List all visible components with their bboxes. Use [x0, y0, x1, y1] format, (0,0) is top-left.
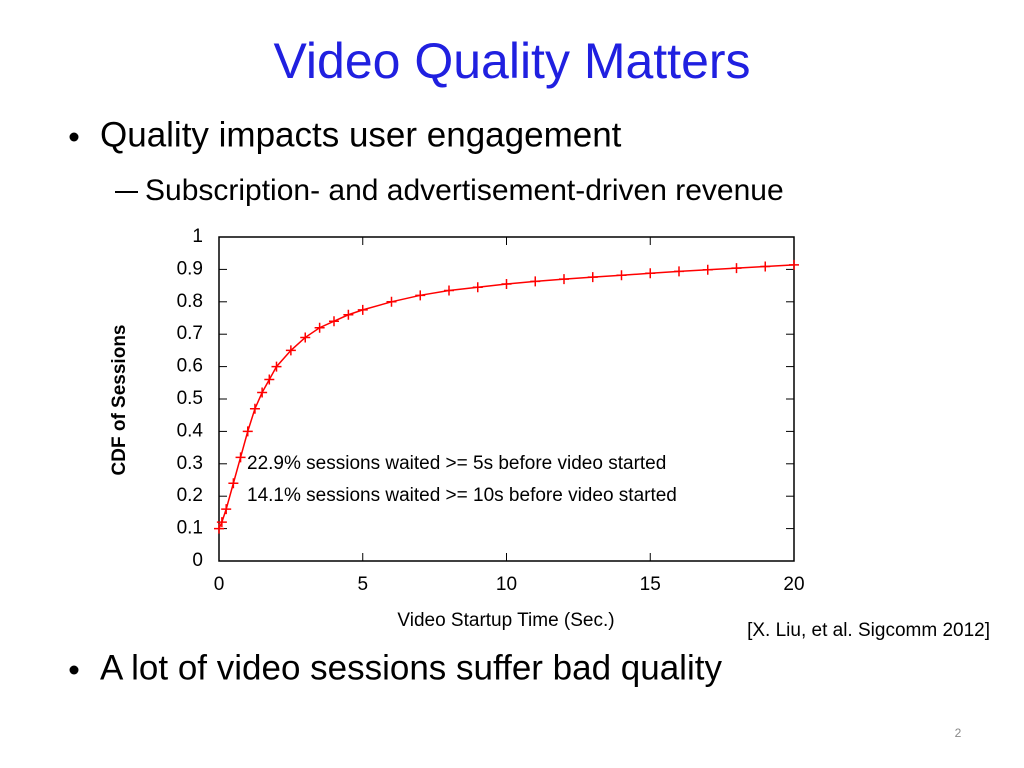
annotation: 22.9% sessions waited >= 5s before video…	[247, 453, 666, 474]
y-tick-label: 0.9	[177, 258, 203, 279]
data-marker	[329, 316, 339, 327]
data-marker	[257, 387, 268, 398]
slide-title: Video Quality Matters	[273, 33, 750, 89]
data-marker	[343, 309, 354, 320]
bullet-dot	[69, 665, 79, 675]
data-marker	[645, 268, 656, 279]
x-tick-label: 15	[640, 574, 661, 595]
data-marker	[242, 426, 253, 437]
y-tick-label: 0.3	[177, 453, 203, 474]
y-axis-label: CDF of Sessions	[109, 325, 130, 476]
data-marker	[501, 278, 512, 289]
y-tick-label: 0.6	[177, 356, 203, 377]
data-marker	[235, 452, 246, 463]
y-tick-label: 0.5	[177, 388, 203, 409]
y-tick-label: 0.7	[177, 323, 203, 344]
data-marker	[285, 345, 296, 356]
x-tick-label: 0	[214, 574, 225, 595]
y-tick-label: 1	[192, 226, 203, 247]
y-tick-label: 0	[192, 550, 203, 571]
bullet-text: Quality impacts user engagement	[100, 115, 622, 154]
x-axis-label: Video Startup Time (Sec.)	[397, 610, 614, 631]
data-marker	[559, 274, 569, 285]
data-marker	[216, 517, 227, 528]
data-marker	[444, 285, 454, 296]
data-marker	[314, 322, 325, 333]
x-tick-label: 5	[357, 574, 368, 595]
data-marker	[731, 263, 742, 274]
annotation: 14.1% sessions waited >= 10s before vide…	[247, 485, 677, 506]
bullet-text: A lot of video sessions suffer bad quali…	[100, 648, 722, 687]
citation: [X. Liu, et al. Sigcomm 2012]	[747, 620, 990, 641]
data-marker	[264, 374, 275, 385]
sub-bullet-text: Subscription- and advertisement-driven r…	[145, 174, 784, 207]
y-tick-label: 0.2	[177, 485, 203, 506]
page-number: 2	[955, 726, 962, 740]
data-marker	[789, 259, 799, 270]
x-tick-label: 10	[496, 574, 517, 595]
data-marker	[472, 282, 483, 293]
data-marker	[530, 276, 541, 287]
data-marker	[386, 296, 397, 307]
data-marker	[228, 478, 239, 489]
data-marker	[616, 270, 627, 281]
data-marker	[221, 504, 232, 515]
data-marker	[249, 403, 260, 414]
data-marker	[674, 266, 684, 277]
data-marker	[357, 304, 368, 315]
chart: Video Startup Time (Sec.) CDF of Session…	[109, 226, 805, 631]
data-marker	[760, 261, 771, 272]
data-marker	[702, 264, 713, 275]
y-tick-label: 0.1	[177, 518, 203, 539]
y-tick-label: 0.8	[177, 291, 203, 312]
data-marker	[587, 272, 598, 283]
data-marker	[415, 290, 426, 301]
data-marker	[214, 523, 224, 534]
bullet-dot	[69, 132, 79, 142]
x-tick-label: 20	[783, 574, 804, 595]
data-marker	[300, 332, 311, 343]
data-marker	[271, 361, 282, 372]
y-tick-label: 0.4	[177, 420, 204, 441]
